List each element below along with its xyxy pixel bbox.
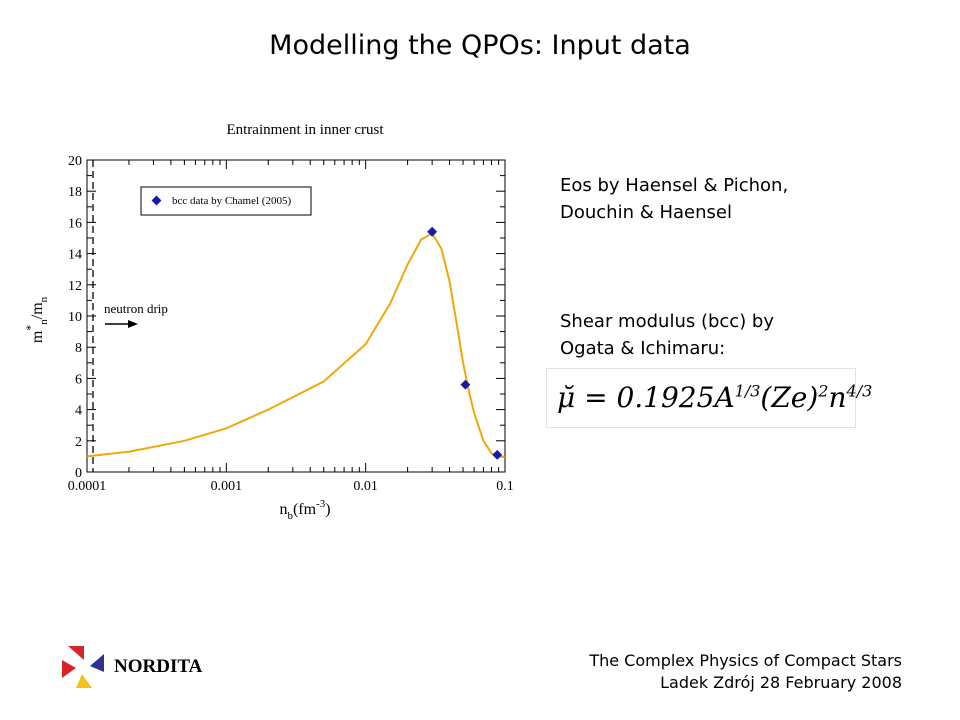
neutron-drip-label: neutron drip (104, 301, 168, 316)
formula-text: μ̆ = 0.1925A1/3(Ze)2n4/3 (557, 381, 873, 414)
footer-org-name: NORDITA (114, 656, 203, 677)
y-tick-label: 2 (75, 435, 82, 450)
data-marker (460, 379, 471, 390)
x-tick-label: 0.0001 (68, 479, 107, 494)
shear-line-2: Ogata & Ichimaru: (560, 338, 726, 359)
y-tick-label: 6 (75, 372, 82, 387)
footer-line-1: The Complex Physics of Compact Stars (589, 651, 902, 670)
data-markers (427, 226, 503, 460)
arrow-head-icon (128, 320, 138, 328)
shear-modulus-citation: Shear modulus (bcc) by Ogata & Ichimaru: (560, 308, 774, 362)
y-tick-label: 8 (75, 341, 82, 356)
y-tick-label: 20 (68, 154, 82, 169)
shear-modulus-formula: μ̆ = 0.1925A1/3(Ze)2n4/3 (546, 368, 872, 428)
series-line (86, 231, 506, 459)
y-tick-label: 12 (68, 279, 82, 294)
data-marker (492, 449, 503, 460)
eos-line-2: Douchin & Haensel (560, 202, 732, 223)
x-tick-label: 0.001 (211, 479, 243, 494)
legend-marker-icon (151, 195, 162, 206)
chart-svg: Entrainment in inner crust 0.0001 0.001 0.… (23, 122, 514, 522)
chart-title: Entrainment in inner crust (226, 122, 384, 138)
footer-line-2: Ladek Zdrój 28 February 2008 (660, 673, 902, 692)
legend-label: bcc data by Chamel (2005) (172, 195, 291, 207)
eos-line-1: Eos by Haensel & Pichon, (560, 175, 789, 196)
eos-citation: Eos by Haensel & Pichon, Douchin & Haens… (560, 172, 788, 226)
y-tick-label: 14 (68, 248, 82, 263)
slide-title: Modelling the QPOs: Input data (269, 30, 691, 61)
tick-labels: 0.0001 0.001 0.01 0.1 0 2 4 6 8 10 12 14 16 18 20 (68, 154, 514, 494)
x-axis-label: nb(fm-3) (279, 498, 330, 522)
y-tick-label: 16 (68, 216, 82, 231)
y-tick-label: 18 (68, 185, 82, 200)
y-axis-label: m*n/mn (23, 296, 50, 343)
shear-line-1: Shear modulus (bcc) by (560, 311, 775, 332)
y-tick-label: 4 (75, 404, 82, 419)
nordita-logo-icon (62, 646, 104, 688)
entrainment-chart: Entrainment in inner crust 0.0001 0.001 0.… (20, 110, 530, 530)
y-tick-label: 10 (68, 310, 82, 325)
y-tick-label: 0 (75, 466, 82, 481)
svg-text:m*n/mn: m*n/mn (23, 296, 50, 343)
legend-box (140, 186, 312, 216)
x-tick-label: 0.01 (353, 479, 378, 494)
x-tick-label: 0.1 (496, 479, 514, 494)
legend: bcc data by Chamel (2005) (140, 186, 312, 216)
footer-conference: The Complex Physics of Compact Stars Lad… (589, 650, 902, 694)
